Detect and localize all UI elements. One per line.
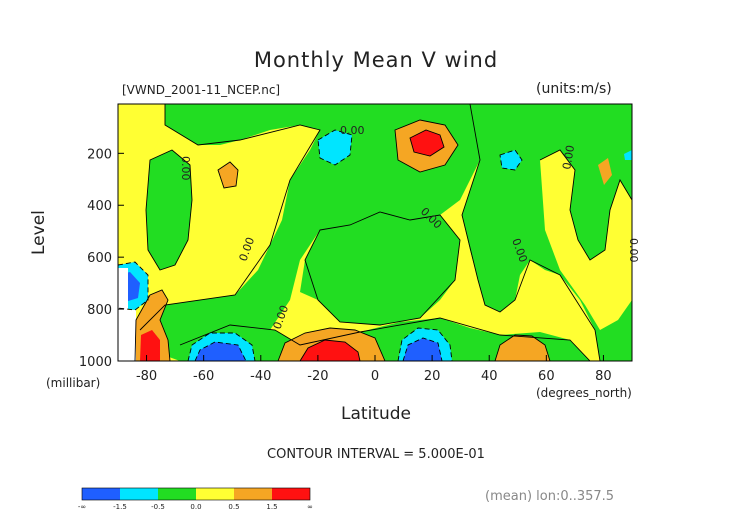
- contour-line-negative-upper-sh: [317, 129, 353, 166]
- contour-line-zero-sh-column: [145, 149, 193, 271]
- region-fill-positive-strong-lower-sh: [140, 330, 160, 361]
- colorbar-bin: [158, 488, 196, 500]
- contour-label: 0.00: [627, 238, 640, 263]
- contour-line-positive-lower-trop-inner: [299, 339, 361, 361]
- contour-line-zero-nh: [461, 104, 601, 361]
- contour-label: 0.00: [340, 124, 365, 137]
- missing-data-area-low: [128, 310, 136, 361]
- x-tick-label: -60: [193, 369, 214, 384]
- colorbar-bin: [196, 488, 234, 500]
- x-tick-label: 40: [481, 369, 498, 384]
- y-axis-ticks: 200 400 600 800 1000: [79, 147, 124, 370]
- contour-line-negative-lower-nh-inner: [402, 337, 443, 361]
- contour-line-negative-lower-sh-inner: [194, 341, 247, 361]
- region-fill-negative-moderate-upper-nh-edge: [624, 150, 632, 160]
- region-fill-positive-moderate-nh-upper-east: [598, 158, 612, 185]
- contour-line-negative-lower-sh: [187, 332, 256, 361]
- contour-line-positive-lower-trop: [277, 327, 386, 361]
- contour-line-negative-polar-sh: [118, 261, 149, 311]
- colorbar-bin: [82, 488, 120, 500]
- x-axis-ticks: -80 -60 -40 -20 0 20 40 60 80: [136, 355, 612, 384]
- x-tick-label: -80: [136, 369, 157, 384]
- colorbar-bin: [120, 488, 158, 500]
- contour-interval-label: CONTOUR INTERVAL = 5.000E-01: [267, 447, 485, 462]
- contour-line-zero-nh-tongue: [539, 149, 632, 261]
- region-fill-positive-weak-nh-tongue: [540, 150, 632, 330]
- colorbar-bin: [234, 488, 272, 500]
- x-axis-label: Latitude: [341, 404, 411, 424]
- x-tick-label: 60: [538, 369, 555, 384]
- colorbar: -∞ -1.5 -0.5 0.0 0.5 1.5 ∞: [78, 487, 313, 511]
- region-fill-negative-moderate-upper-nh: [500, 150, 522, 170]
- contour-lines: [134, 104, 632, 361]
- x-tick-label: 0: [371, 369, 379, 384]
- x-tick-label: -20: [307, 369, 328, 384]
- contour-line-positive-lower-sh: [134, 289, 171, 361]
- x-axis-unit: (degrees_north): [536, 386, 632, 400]
- colorbar-tick-label: -0.5: [151, 503, 165, 511]
- contour-labels: 0.00 0.00 0.00 0.00 0.00 0.00 0.00 0.00: [179, 124, 640, 331]
- x-tick-label: -40: [250, 369, 271, 384]
- region-fill-negative-moderate-upper-sh: [318, 130, 352, 165]
- y-tick-label: 400: [87, 199, 112, 214]
- y-tick-label: 600: [87, 251, 112, 266]
- region-fill-positive-strong-upper-nh: [410, 130, 444, 156]
- contour-line-positive-sh-upper: [217, 161, 239, 189]
- colorbar-tick-label: -∞: [78, 503, 86, 511]
- y-tick-label: 800: [87, 303, 112, 318]
- colorbar-tick-label: 0.0: [190, 503, 201, 511]
- contour-line-negative-upper-nh: [499, 149, 523, 171]
- y-tick-label: 200: [87, 147, 112, 162]
- contour-line-zero-main: [139, 104, 321, 331]
- contour-line-negative-lower-nh: [397, 327, 453, 361]
- region-fill-negative-weak-central: [300, 212, 460, 325]
- contour-line-positive-upper-nh-inner: [409, 129, 445, 157]
- missing-data-area: [118, 268, 128, 361]
- colorbar-tick-label: 0.5: [228, 503, 239, 511]
- colorbar-bin: [272, 488, 310, 500]
- contour-lines-negative: [118, 129, 523, 361]
- contour-line-zero-central: [304, 211, 461, 326]
- contour-label: 0.00: [560, 144, 577, 170]
- region-fill-positive-moderate-sh-upper: [218, 162, 238, 188]
- colorbar-tick-label: -1.5: [113, 503, 127, 511]
- contour-line-positive-upper-nh: [394, 119, 459, 173]
- region-fill-positive-strong-lower-trop: [300, 340, 360, 361]
- mean-label: (mean) lon:0..357.5: [485, 489, 615, 504]
- chart-title: Monthly Mean V wind: [253, 48, 499, 72]
- contour-label: 0.00: [179, 156, 192, 181]
- x-tick-label: 80: [595, 369, 612, 384]
- contour-fill-layer: [118, 104, 632, 361]
- y-tick-label: 1000: [79, 355, 112, 370]
- region-fill-positive-moderate-lower-nh: [495, 335, 550, 361]
- colorbar-tick-label: 1.5: [266, 503, 277, 511]
- file-label: [VWND_2001-11_NCEP.nc]: [122, 83, 281, 97]
- region-fill-negative-strong-lower-sh: [195, 342, 246, 361]
- y-axis-unit: (millibar): [46, 376, 101, 390]
- colorbar-frame: [81, 487, 311, 501]
- contour-line-positive-lower-nh: [494, 334, 551, 361]
- x-tick-label: 20: [424, 369, 441, 384]
- region-fill-negative-weak-sh-column: [146, 150, 192, 270]
- region-fill-positive-weak-sh-tongue: [118, 104, 165, 290]
- colorbar-tick-label: ∞: [307, 503, 313, 511]
- units-label: (units:m/s): [536, 81, 612, 97]
